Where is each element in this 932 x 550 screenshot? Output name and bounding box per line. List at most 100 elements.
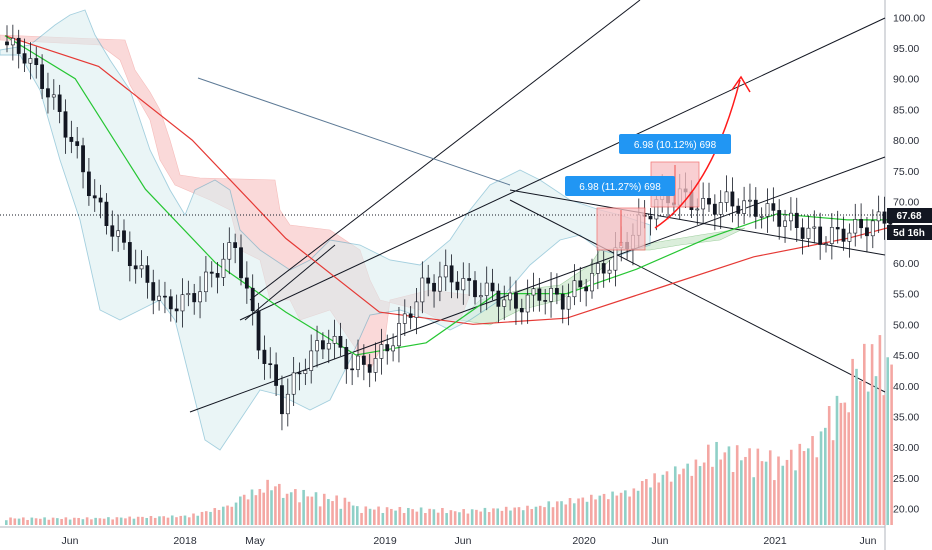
volume-bar: [432, 509, 436, 525]
volume-bar: [543, 507, 546, 525]
candle-body: [168, 296, 173, 310]
candle-body: [531, 288, 536, 296]
volume-bar: [517, 507, 521, 525]
annotation-1-box: [565, 176, 675, 196]
volume-bar: [398, 506, 402, 525]
volume-bar: [364, 506, 368, 525]
volume-bar: [274, 486, 277, 525]
volume-bar: [673, 466, 677, 525]
candle-body: [449, 265, 454, 283]
candle-body: [309, 350, 314, 371]
volume-bar: [607, 499, 610, 525]
candle-body: [794, 212, 799, 228]
volume-bar: [819, 431, 823, 525]
volume-bar: [246, 499, 250, 525]
candle-body: [5, 41, 9, 46]
volume-bar: [560, 501, 563, 525]
volume-bar: [310, 496, 314, 525]
volume-bar: [98, 518, 102, 525]
volume-bar: [153, 517, 157, 525]
volume-bar: [119, 517, 123, 525]
candle-body: [326, 343, 331, 350]
x-tick-label: 2021: [763, 535, 787, 547]
volume-bar: [534, 506, 538, 525]
sma-slow-line: [4, 35, 895, 325]
candle-body: [163, 295, 167, 298]
volume-bar: [530, 509, 534, 525]
y-tick-label: 70.00: [893, 197, 919, 209]
volume-bar: [356, 506, 359, 525]
candle-body: [139, 265, 144, 270]
candle-body: [514, 292, 518, 309]
countdown-label: 5d 16h: [887, 225, 932, 240]
volume-bar: [859, 381, 862, 525]
candle-body: [46, 88, 50, 98]
volume-bar: [831, 440, 835, 525]
candle-body: [221, 258, 226, 278]
countdown-label-text: 5d 16h: [893, 228, 925, 239]
candle-body: [285, 393, 290, 415]
volume-bar: [866, 391, 870, 525]
candle-body: [467, 278, 472, 281]
candle-body: [788, 212, 793, 222]
volume-bar: [669, 481, 673, 525]
candle-body: [426, 277, 431, 284]
candle-body: [818, 226, 823, 245]
volume-bar: [43, 517, 46, 525]
volume-bar: [682, 468, 685, 525]
candle-body: [244, 277, 249, 289]
candle-body: [145, 265, 150, 283]
trendline-steep: [249, 0, 641, 301]
candle-body: [835, 227, 840, 230]
y-axis-ticks: 100.0095.0090.0085.0080.0075.0070.0065.0…: [893, 12, 925, 515]
candle-body: [484, 282, 489, 296]
volume-bar: [661, 474, 665, 525]
candle-body: [607, 269, 612, 274]
y-tick-label: 75.00: [893, 166, 919, 178]
candle-body: [595, 263, 600, 274]
annotation-2: 6.98 (10.12%) 698: [619, 134, 731, 154]
candle-body: [63, 111, 68, 138]
volume-bar: [731, 472, 735, 525]
volume-bar: [843, 402, 847, 525]
x-tick-label: May: [245, 535, 266, 547]
y-tick-label: 45.00: [893, 350, 919, 362]
y-tick-label: 85.00: [893, 104, 919, 116]
candle-body: [303, 370, 308, 374]
volume-bar: [572, 503, 576, 525]
volume-bar: [665, 471, 669, 525]
long-ma-line: [197, 77, 511, 186]
candle-body: [22, 53, 27, 64]
candle-body: [344, 347, 349, 370]
candle-body: [578, 280, 583, 288]
volume-bar: [266, 479, 269, 525]
volume-bar: [509, 510, 512, 525]
volume-bar: [30, 517, 34, 525]
candle-body: [613, 247, 618, 271]
volume-bar: [707, 444, 710, 525]
volume-bar: [204, 511, 208, 525]
volume-bar: [702, 462, 706, 525]
candle-body: [75, 141, 80, 146]
volume-bar: [657, 482, 661, 525]
candle-body: [227, 242, 232, 260]
candle-body: [490, 282, 495, 292]
volume-bar: [347, 501, 351, 525]
volume-bar: [640, 481, 644, 525]
y-tick-label: 90.00: [893, 74, 919, 86]
volume-bar: [436, 512, 440, 525]
volume-bar: [158, 516, 161, 525]
volume-bar: [636, 490, 640, 525]
volume-bar: [187, 517, 191, 525]
candle-body: [209, 271, 214, 274]
candle-body: [250, 287, 255, 312]
volume-bar: [419, 507, 423, 525]
volume-bar: [487, 512, 491, 525]
candle-body: [356, 355, 360, 370]
volume-bar: [9, 517, 12, 525]
candle-body: [315, 340, 319, 352]
volume-bar: [564, 504, 568, 525]
volume-bar: [615, 495, 619, 525]
volume-bar: [526, 505, 529, 525]
